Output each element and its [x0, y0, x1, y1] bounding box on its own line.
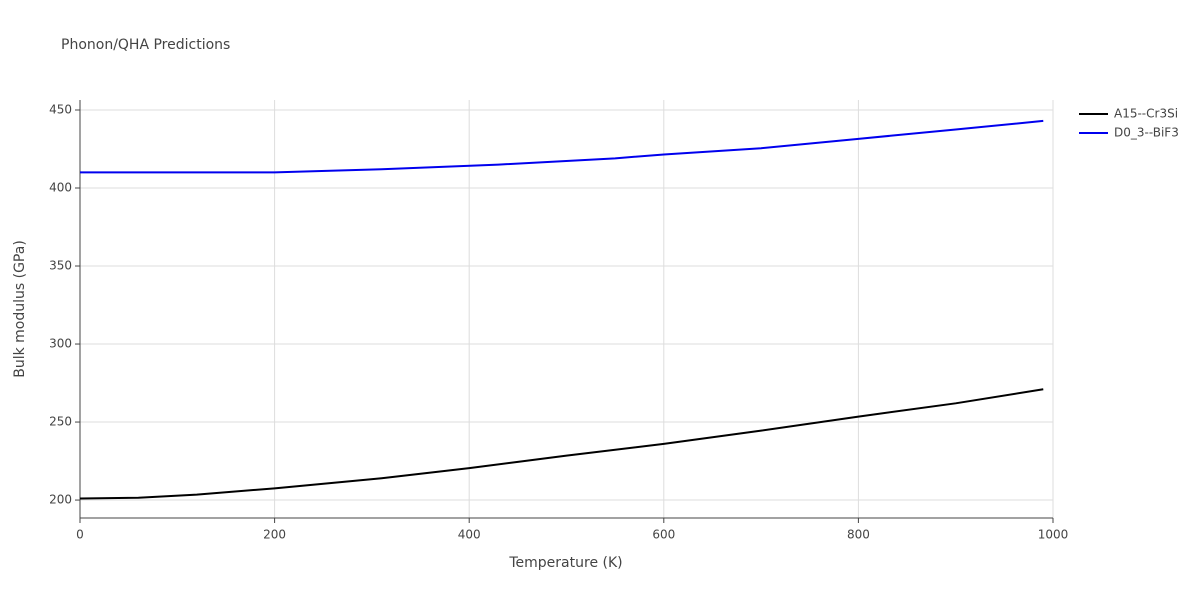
- legend-label: A15--Cr3Si: [1114, 107, 1178, 121]
- legend-label: D0_3--BiF3: [1114, 126, 1179, 140]
- x-tick-label: 400: [458, 528, 481, 542]
- x-tick-label: 800: [847, 528, 870, 542]
- series-line: [79, 388, 1044, 500]
- x-tick-label: 1000: [1038, 528, 1069, 542]
- series-line: [80, 119, 1044, 174]
- x-axis-label: Temperature (K): [508, 555, 622, 571]
- y-tick-label: 350: [49, 259, 72, 273]
- chart-title: Phonon/QHA Predictions: [61, 37, 230, 53]
- y-tick-label: 400: [49, 181, 72, 195]
- x-tick-label: 200: [263, 528, 286, 542]
- y-tick-label: 200: [49, 493, 72, 507]
- x-tick-label: 0: [76, 528, 84, 542]
- y-tick-label: 250: [49, 415, 72, 429]
- y-axis-label: Bulk modulus (GPa): [12, 240, 28, 378]
- y-tick-label: 450: [49, 102, 72, 116]
- x-tick-label: 600: [652, 528, 675, 542]
- y-tick-label: 300: [49, 337, 72, 351]
